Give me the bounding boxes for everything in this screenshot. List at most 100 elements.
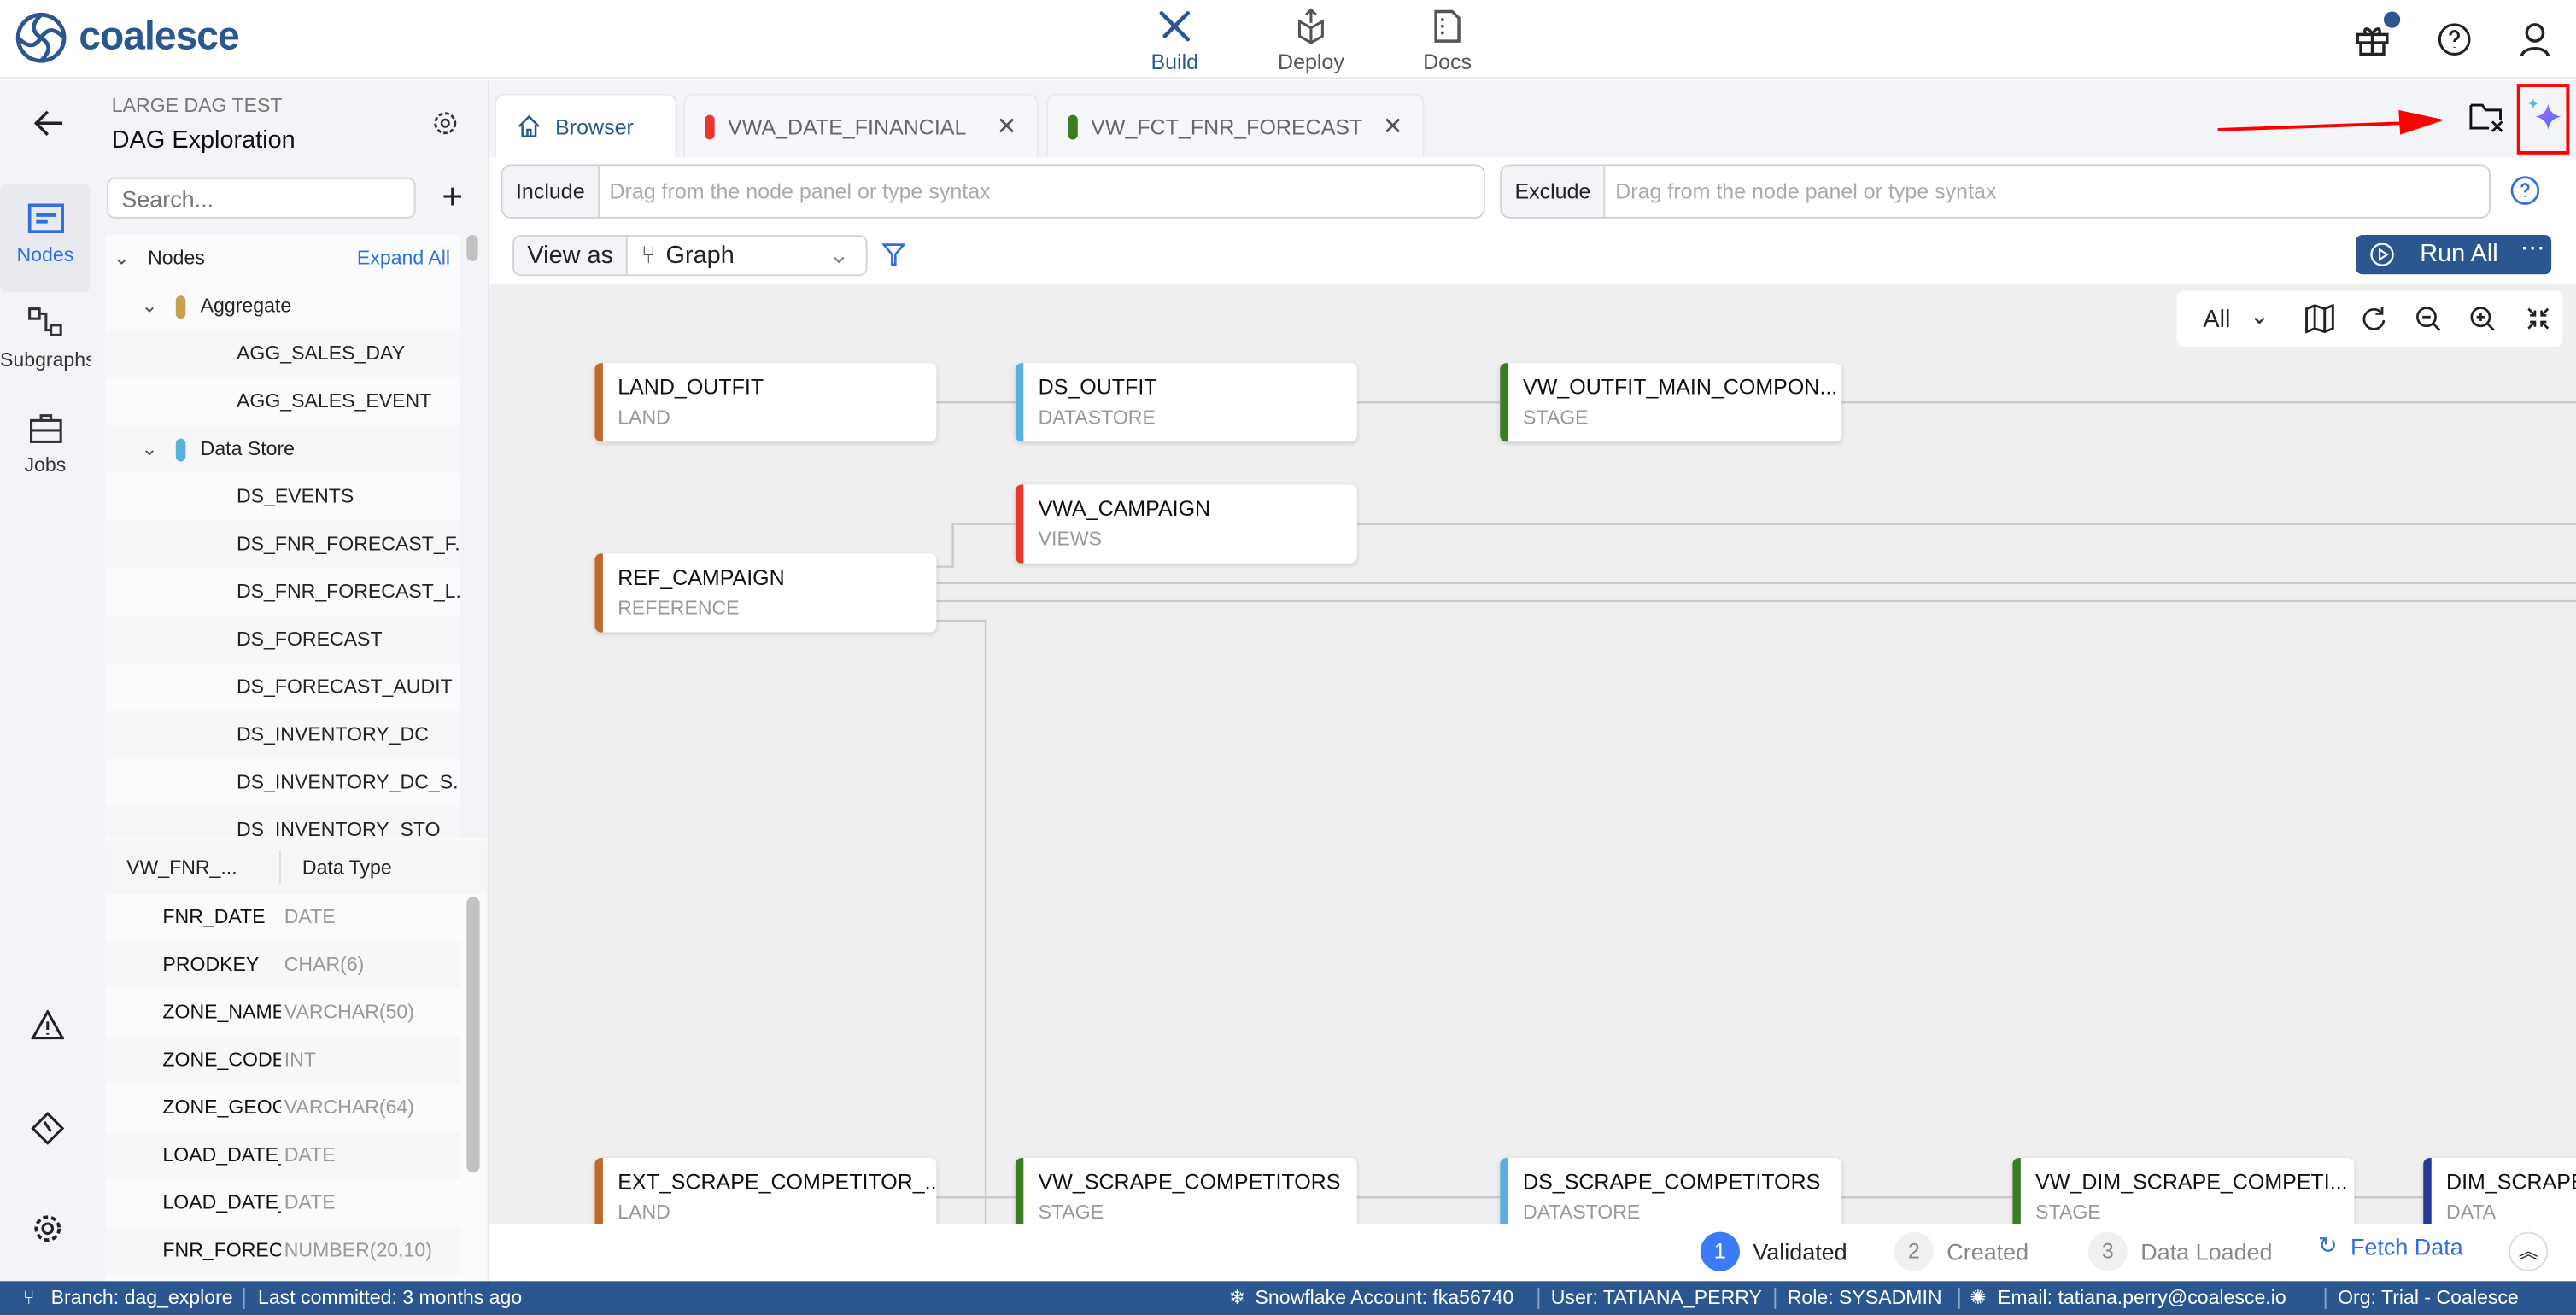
node-type-color bbox=[175, 295, 186, 319]
view-as-select[interactable]: View as ⑂ Graph ⌄ bbox=[512, 235, 868, 277]
email-label: Email: tatiana.perry@coalesce.io bbox=[1997, 1286, 2286, 1310]
graph-node[interactable]: DS_OUTFIT DATASTORE bbox=[1015, 363, 1357, 442]
node-type-stripe bbox=[1015, 363, 1024, 442]
node-tree: ⌄ Nodes Expand All ⌄ Aggregate AGG_SALES_D… bbox=[105, 235, 460, 838]
column-header: VW_FNR_... Data Type bbox=[105, 840, 487, 894]
tree-item[interactable]: DS_FORECAST_AUDIT bbox=[236, 675, 453, 698]
column-row[interactable]: FNR_FORECASTNUMBER(20,10) bbox=[105, 1226, 460, 1275]
edge bbox=[936, 619, 987, 1224]
column-row[interactable]: FNR_DATE DATE bbox=[162, 904, 336, 928]
chevron-down-icon: ⌄ bbox=[2249, 301, 2270, 330]
graph-node[interactable]: VWA_CAMPAIGN VIEWS bbox=[1015, 484, 1357, 564]
node-type-stripe bbox=[594, 363, 603, 442]
column-row[interactable]: LOAD_DATE_LOCALDATE bbox=[105, 1131, 460, 1180]
settings-wrench-icon[interactable] bbox=[32, 1213, 64, 1245]
chevron-down-icon: ⌄ bbox=[828, 241, 850, 270]
help-circle-icon[interactable] bbox=[2509, 174, 2541, 207]
tab-vwa-date-financial[interactable]: VWA_DATE_FINANCIAL ✕ bbox=[683, 93, 1039, 158]
column-scrollbar[interactable] bbox=[466, 897, 480, 1173]
graph-icon: ⑂ bbox=[641, 241, 657, 270]
user-label: User: TATIANA_PERRY bbox=[1550, 1286, 1762, 1310]
jobs-icon bbox=[29, 414, 61, 443]
user-icon[interactable] bbox=[2515, 20, 2555, 59]
map-icon[interactable] bbox=[2305, 303, 2335, 334]
fetch-data-button[interactable]: ↻ Fetch Data bbox=[2318, 1231, 2463, 1259]
zoom-in-icon[interactable] bbox=[2469, 306, 2496, 332]
step-data-loaded: 3 Data Loaded bbox=[2087, 1231, 2273, 1271]
graph-canvas[interactable]: LAND_OUTFIT LAND DS_OUTFIT DATASTORE VW_OUTF… bbox=[489, 283, 2576, 1224]
node-type-stripe bbox=[2423, 1158, 2432, 1224]
role-label: Role: SYSADMIN bbox=[1787, 1286, 1942, 1310]
back-arrow-icon[interactable] bbox=[32, 108, 65, 138]
logo[interactable]: coalesce bbox=[13, 10, 240, 66]
gear-icon[interactable] bbox=[432, 110, 459, 137]
column-row[interactable]: ZONE_NAME VARCHAR(50) bbox=[162, 1000, 414, 1024]
tree-item[interactable]: AGG_SALES_DAY bbox=[105, 330, 460, 378]
tree-scrollbar[interactable] bbox=[466, 235, 478, 261]
branch-label[interactable]: Branch: dag_explore bbox=[50, 1286, 233, 1310]
more-options-icon[interactable]: ⋯ bbox=[2520, 235, 2545, 263]
tree-item[interactable]: DS_INVENTORY_STO bbox=[105, 806, 460, 838]
run-all-button[interactable]: Run All ⋯ bbox=[2356, 235, 2552, 275]
warning-icon[interactable] bbox=[31, 1009, 65, 1040]
column-row[interactable]: PRODKEY CHAR(6) bbox=[105, 941, 460, 989]
node-type-stripe bbox=[1015, 1158, 1024, 1224]
step-created: 2 Created bbox=[1894, 1231, 2029, 1271]
tree-group[interactable]: ⌄ Aggregate bbox=[105, 283, 460, 330]
tree-item[interactable]: DS_INVENTORY_DC_S... bbox=[236, 770, 460, 794]
tree-item[interactable]: DS_INVENTORY_DC bbox=[105, 710, 460, 759]
tree-header[interactable]: ⌄ Nodes Expand All bbox=[105, 235, 460, 283]
tree-item[interactable]: DS_EVENTS bbox=[236, 484, 354, 508]
tree-item[interactable]: AGG_SALES_EVENT bbox=[236, 389, 432, 412]
nav-build[interactable]: Build bbox=[1117, 7, 1232, 74]
org-label: Org: Trial - Coalesce bbox=[2338, 1286, 2519, 1310]
search-input[interactable] bbox=[107, 177, 416, 219]
git-icon[interactable] bbox=[31, 1112, 65, 1145]
column-row[interactable]: ZONE_CODE INT bbox=[105, 1036, 460, 1084]
tree-item[interactable]: DS_FORECAST bbox=[105, 616, 460, 664]
graph-node[interactable]: DIM_SCRAPE DATA bbox=[2423, 1158, 2576, 1224]
zoom-out-icon[interactable] bbox=[2415, 306, 2442, 332]
home-icon bbox=[518, 114, 540, 137]
node-type-stripe bbox=[594, 1158, 603, 1224]
folder-close-icon[interactable] bbox=[2469, 102, 2505, 134]
nav-deploy[interactable]: Deploy bbox=[1254, 7, 1369, 74]
column-row[interactable]: LOAD_DATE_UTCDATE bbox=[162, 1190, 336, 1214]
collapse-up-icon[interactable]: ︽ bbox=[2509, 1231, 2549, 1271]
graph-node[interactable]: VW_OUTFIT_MAIN_COMPON... STAGE bbox=[1500, 363, 1842, 442]
graph-node[interactable]: VW_SCRAPE_COMPETITORS STAGE bbox=[1015, 1158, 1357, 1224]
fit-view-icon[interactable] bbox=[2525, 306, 2551, 332]
graph-node[interactable]: REF_CAMPAIGN REFERENCE bbox=[594, 553, 937, 633]
gift-icon[interactable] bbox=[2352, 20, 2392, 59]
tree-group[interactable]: ⌄ Data Store bbox=[105, 425, 460, 473]
graph-node[interactable]: VW_DIM_SCRAPE_COMPETI... STAGE bbox=[2012, 1158, 2355, 1224]
branch-icon: ⑂ bbox=[22, 1286, 35, 1310]
ai-sparkle-icon[interactable] bbox=[2525, 96, 2564, 136]
nav-docs[interactable]: Docs bbox=[1390, 7, 1505, 74]
graph-node[interactable]: LAND_OUTFIT LAND bbox=[594, 363, 937, 442]
add-icon[interactable]: + bbox=[442, 175, 464, 217]
tab-vw-fct-fnr-forecast[interactable]: VW_FCT_FNR_FORECAST ✕ bbox=[1046, 93, 1425, 158]
column-row[interactable]: ZONE_GEOGRAPHYVARCHAR(64) bbox=[162, 1095, 414, 1119]
graph-node[interactable]: EXT_SCRAPE_COMPETITOR_... LAND bbox=[594, 1158, 937, 1224]
subgraphs-icon bbox=[27, 307, 61, 336]
rail-jobs[interactable]: Jobs bbox=[0, 414, 91, 487]
notification-dot bbox=[2383, 11, 2401, 28]
rail-nodes[interactable]: Nodes bbox=[0, 184, 91, 293]
filter-icon[interactable] bbox=[881, 243, 905, 266]
expand-all-link[interactable]: Expand All bbox=[356, 246, 451, 270]
graph-node[interactable]: DS_SCRAPE_COMPETITORS DATASTORE bbox=[1500, 1158, 1842, 1224]
node-type-stripe bbox=[1500, 1158, 1508, 1224]
rail-subgraphs[interactable]: Subgraphs bbox=[0, 306, 96, 384]
top-bar bbox=[0, 0, 2576, 79]
workspace-name: DAG Exploration bbox=[111, 126, 296, 155]
help-icon[interactable] bbox=[2435, 20, 2474, 59]
tab-browser[interactable]: Browser bbox=[494, 93, 677, 158]
tree-item[interactable]: DS_FNR_FORECAST_L... bbox=[236, 579, 460, 603]
include-field[interactable]: Include Drag from the node panel or type… bbox=[501, 164, 1485, 219]
exclude-field[interactable]: Exclude Drag from the node panel or type… bbox=[1500, 164, 2491, 219]
close-icon[interactable]: ✕ bbox=[996, 113, 1017, 142]
close-icon[interactable]: ✕ bbox=[1382, 113, 1403, 142]
refresh-icon[interactable] bbox=[2361, 306, 2387, 332]
tree-item[interactable]: DS_FNR_FORECAST_F... bbox=[105, 520, 460, 569]
